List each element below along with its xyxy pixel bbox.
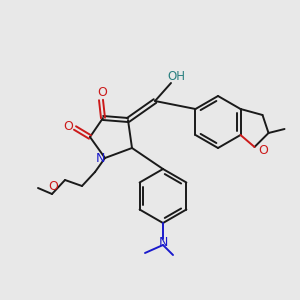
Text: N: N bbox=[95, 152, 105, 166]
Text: N: N bbox=[158, 236, 168, 250]
Text: O: O bbox=[259, 143, 269, 157]
Text: OH: OH bbox=[167, 70, 185, 83]
Text: O: O bbox=[48, 181, 58, 194]
Text: O: O bbox=[63, 121, 73, 134]
Text: O: O bbox=[97, 86, 107, 100]
